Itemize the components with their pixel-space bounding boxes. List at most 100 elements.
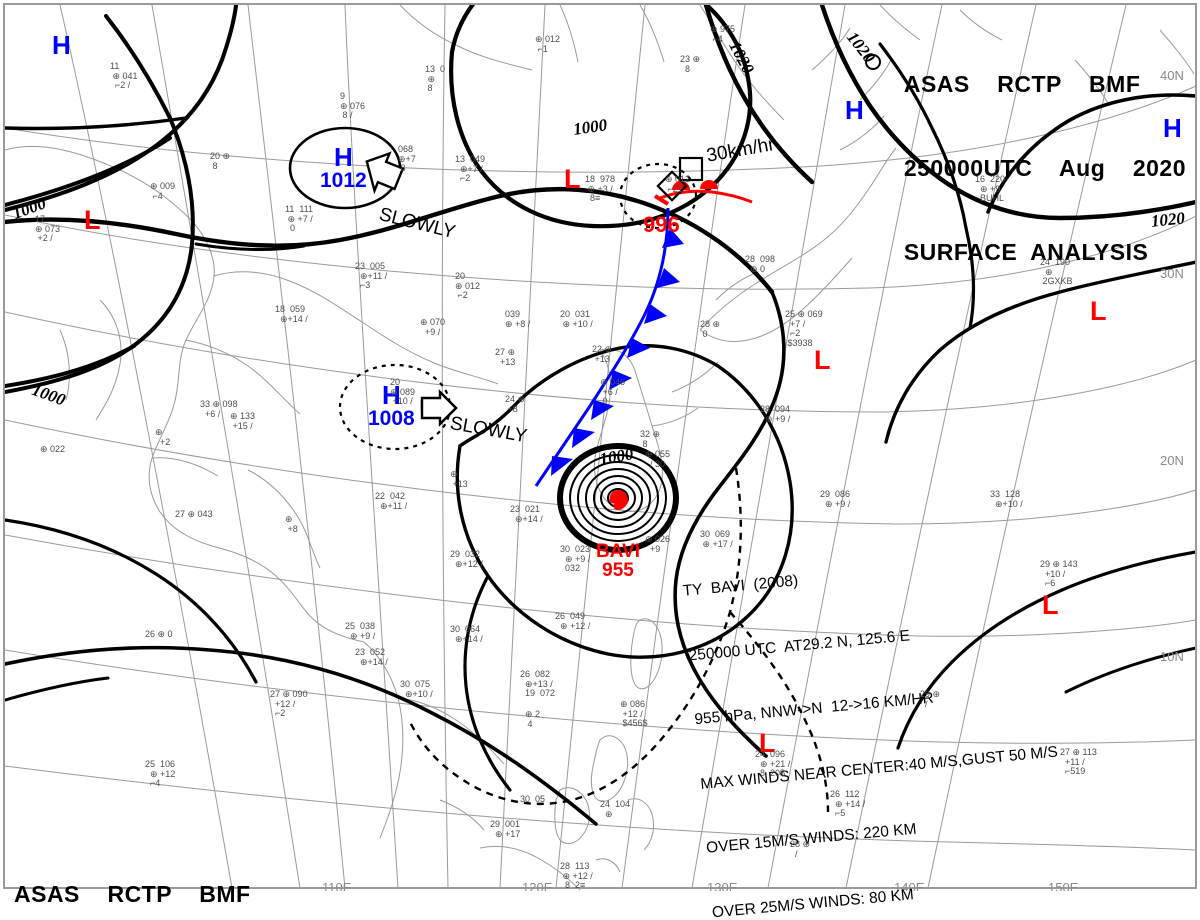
header-top-line2: 250000UTC Aug 2020 bbox=[903, 155, 1186, 181]
typhoon-bavi-isobars bbox=[557, 443, 679, 553]
station-plot: 28 113 ⊕ +12 / 8 2≡ bbox=[560, 861, 593, 890]
typhoon-info-line2: 250000 UTC AT29.2 N, 125.6 E bbox=[687, 626, 911, 664]
station-plot: 20 ⊕ 012 ⌐2 bbox=[455, 271, 481, 300]
station-plot: 24 104 ⊕ bbox=[600, 799, 631, 819]
low-mark-north: L bbox=[564, 164, 581, 194]
station-plot: ⊕ +2 bbox=[155, 427, 171, 447]
station-plot: 33 128 ⊕+10 / bbox=[990, 489, 1023, 509]
station-plot: 26 049 ⊕ +12 / bbox=[555, 611, 591, 631]
station-plot: 27 ⊕ +13 bbox=[495, 347, 516, 367]
high-1008-symbol: H bbox=[381, 380, 401, 410]
graticule bbox=[5, 5, 1195, 889]
station-plot: 039 ⊕ +8 / bbox=[505, 309, 531, 329]
station-plot: 23 ⊕ 8 bbox=[680, 54, 701, 74]
station-plot: 22 042 ⊕+11 / bbox=[375, 491, 408, 511]
low-mark-east-north: L bbox=[1090, 296, 1107, 326]
low-996-value: 996 bbox=[643, 212, 680, 237]
occluded-front-stub bbox=[653, 194, 670, 206]
station-plot: ⊕ 012 ⌐21 bbox=[665, 174, 691, 194]
station-plot: 27 ⊕ 113 +11 / ⌐519 bbox=[1060, 747, 1097, 776]
low-center-dashed-circle bbox=[618, 162, 698, 230]
isobar-label-1020-east: 1020 bbox=[1150, 208, 1186, 231]
station-plot: 30 bbox=[655, 459, 666, 469]
typhoon-info-line5: OVER 15M/S WINDS: 220 KM bbox=[705, 820, 918, 857]
station-plot: ⊕ 012 ⌐1 bbox=[535, 34, 561, 54]
station-plot: 27 ⊕ 043 bbox=[175, 509, 213, 519]
svg-text:120E: 120E bbox=[522, 880, 553, 895]
station-plot: 30 069 ⊕ +17 / bbox=[700, 529, 733, 549]
station-plot: ⊕ +13 bbox=[450, 469, 468, 489]
station-plot: 24 190 ⊕ 2GXKB bbox=[1040, 257, 1073, 286]
station-plot: 29 086 ⊕ +9 / bbox=[820, 489, 851, 509]
station-plot: 26 082 ⊕+13 / 19 072 bbox=[520, 669, 556, 698]
typhoon-info-block: TY BAVI (2008) 250000 UTC AT29.2 N, 125.… bbox=[678, 505, 1080, 920]
low-mark-south: L bbox=[759, 728, 776, 758]
station-plot: 30 064 ⊕+14 / bbox=[450, 624, 483, 644]
low-mark-central: L bbox=[814, 345, 831, 375]
svg-text:10N: 10N bbox=[1160, 649, 1184, 664]
svg-text:110E: 110E bbox=[322, 880, 352, 895]
header-title-top: ASAS RCTP BMF 250000UTC Aug 2020 SURFACE… bbox=[904, 14, 1186, 322]
station-plot: 9 ⊕ 076 8 / bbox=[340, 91, 366, 120]
station-plot: 27 ⊕ 090 +12 / ⌐2 bbox=[270, 689, 308, 718]
station-plot: 30 05 bbox=[520, 794, 546, 804]
station-plot: 28 098 ⊕ 0 bbox=[745, 254, 776, 274]
station-plot: 20 ⊕ 8 bbox=[210, 151, 231, 171]
station-plot: 18 978 ⊕ +3 / 8≡ bbox=[585, 174, 616, 203]
station-plot: 068 ⊕+7 8 bbox=[398, 144, 416, 173]
station-plot: ⊕ 009 ⌐4 bbox=[150, 181, 176, 201]
high-pressure-1012: H 1012 bbox=[320, 142, 367, 193]
station-plot: 17 ⊕ 073 +2 / bbox=[35, 214, 61, 243]
station-plot: ⊕ 046 +6 / 0 bbox=[600, 377, 626, 406]
station-plot: 33 ⊕ 098 +6 / bbox=[200, 399, 238, 419]
station-plot: 28 094 ⊕ +9 / bbox=[760, 404, 791, 424]
station-plot: 16 220 ⊕ +9 BUHL bbox=[975, 174, 1006, 203]
station-plot: 28 ⊕ 0 bbox=[700, 319, 721, 339]
station-plot: 24 096 ⊕ +21 / 8 20$ bbox=[755, 749, 791, 778]
station-plot: 11 ⊕ 041 ⌐2 / bbox=[110, 61, 138, 90]
station-plot: 30 023 ⊕ +9 / 032 bbox=[560, 544, 591, 573]
station-plot: 29 001 ⊕ +17 bbox=[490, 819, 521, 839]
low-marker-circle-ne bbox=[865, 54, 881, 70]
station-plot: 23 005 ⊕+11 / ⌐3 bbox=[355, 261, 388, 290]
station-plot: 25 ⊕ 069 +7 / ⌐2 $3938 bbox=[785, 309, 823, 348]
station-plot: ⊕ 086 +12 / $456$ bbox=[620, 699, 648, 728]
station-plot: 29 032 ⊕+12 / bbox=[450, 549, 483, 569]
high-1012-symbol: H bbox=[333, 142, 353, 172]
grid-labels: 40N 30N 20N 10N 110E 120E 130E 140E 150E bbox=[322, 68, 1184, 895]
typhoon-bavi-name: BAVI bbox=[596, 541, 640, 562]
station-plot: ⊕ 026 +9 bbox=[645, 534, 671, 554]
station-plot: 13 049 ⊕+7 / ⌐2 bbox=[455, 154, 486, 183]
header-bottom-line1: ASAS RCTP BMF bbox=[14, 881, 251, 907]
station-plot: 23 021 ⊕+14 / bbox=[510, 504, 543, 524]
svg-text:30N: 30N bbox=[1160, 266, 1184, 281]
station-plot: ⊕ 2 4 bbox=[525, 709, 541, 729]
trough-dashed-lines bbox=[408, 467, 830, 813]
station-plot: ⊕ 975 ⌐4 bbox=[710, 24, 736, 44]
station-plot: ⊕ 055 / bbox=[645, 449, 671, 469]
station-plot: 13 0 ⊕ 8 bbox=[425, 64, 446, 93]
station-plot: 20 ⊕ 089 +10 / bbox=[390, 377, 416, 406]
cold-front bbox=[534, 207, 684, 487]
station-plot: 26 ⊕ 0 bbox=[145, 629, 173, 639]
station-plot: 25 106 ⊕ +12 ⌐4 bbox=[145, 759, 176, 788]
station-plot: 29 ⊕ / bbox=[920, 689, 941, 709]
low-mark-west: L bbox=[84, 205, 101, 235]
high-1012-value: 1012 bbox=[320, 169, 367, 192]
station-plot: 28 ⊕ / bbox=[790, 839, 811, 859]
station-plot: 29 ⊕ 143 +10 / ⌐6 bbox=[1040, 559, 1078, 588]
typhoon-center-symbol bbox=[609, 490, 628, 510]
station-plot: 32 ⊕ 8 bbox=[640, 429, 661, 449]
high-mark-north: H bbox=[845, 95, 864, 125]
station-plot: 11 111 ⊕ +7 / 0 bbox=[285, 204, 314, 233]
svg-text:130E: 130E bbox=[707, 880, 738, 895]
station-plot: ⊕ 070 +9 / bbox=[420, 317, 446, 337]
svg-text:150E: 150E bbox=[1048, 880, 1079, 895]
header-title-bottom: ASAS RCTP BMF 250000UTC Aug 2020 SURFACE… bbox=[14, 824, 296, 920]
typhoon-info-line1: TY BAVI (2008) bbox=[682, 572, 799, 600]
header-top-line1: ASAS RCTP BMF bbox=[903, 71, 1141, 97]
high-mark-northeast: H bbox=[1163, 113, 1182, 143]
typhoon-info-line6: OVER 25M/S WINDS: 80 KM bbox=[711, 885, 915, 920]
high-1012-motion-arrow bbox=[365, 151, 405, 195]
